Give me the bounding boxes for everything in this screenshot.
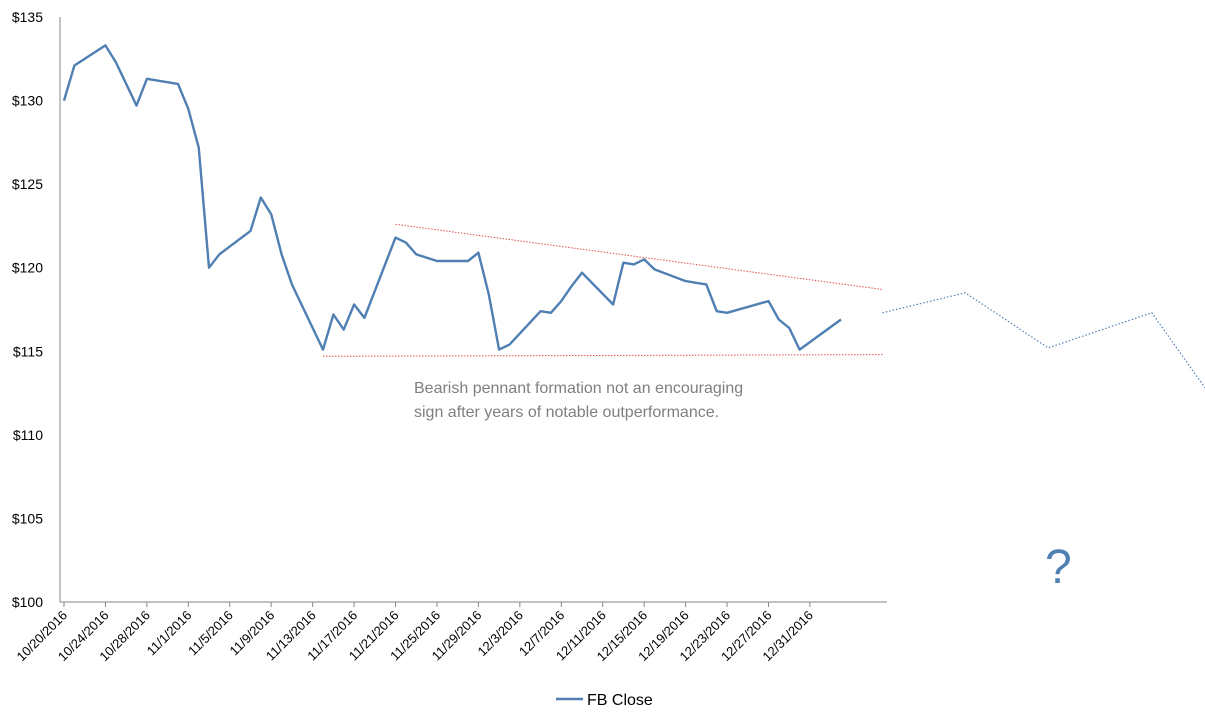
projection <box>882 292 1205 389</box>
x-axis-ticks: 10/20/201610/24/201610/28/201611/1/20161… <box>13 602 816 664</box>
series-line-fb-close <box>62 44 842 351</box>
annotation-line-1: Bearish pennant formation not an encoura… <box>414 380 743 397</box>
legend: FB Close <box>556 692 653 709</box>
y-tick-label: $105 <box>12 510 43 526</box>
y-tick-label: $100 <box>12 594 43 610</box>
y-tick-label: $115 <box>13 343 43 359</box>
y-axis-ticks: $100 $105 $110 $115 $120 $125 $130 $135 <box>12 9 43 610</box>
y-tick-label: $125 <box>12 176 43 192</box>
upper-trendline <box>395 223 883 290</box>
lower-trendline <box>322 354 883 357</box>
trendlines <box>322 223 883 357</box>
projection-line <box>882 292 1205 389</box>
y-tick-label: $135 <box>12 9 43 25</box>
annotation-line-2: sign after years of notable outperforman… <box>414 404 719 421</box>
question-mark-annotation: ? <box>1045 541 1072 594</box>
y-tick-label: $130 <box>12 93 43 109</box>
y-tick-label: $120 <box>12 260 43 276</box>
legend-label-fb-close: FB Close <box>587 692 653 709</box>
y-tick-label: $110 <box>13 427 43 443</box>
